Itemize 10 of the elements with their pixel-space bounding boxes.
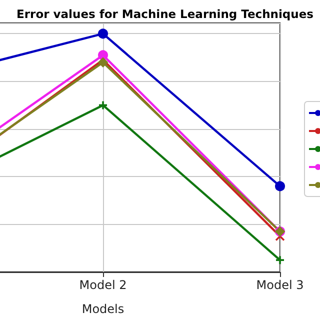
chart-title: Error values for Machine Learning Techniques xyxy=(16,7,314,21)
point xyxy=(98,50,108,60)
point xyxy=(98,28,108,39)
point xyxy=(275,181,285,192)
x-axis-title: Models xyxy=(82,302,124,316)
point xyxy=(275,255,285,265)
point xyxy=(98,57,108,68)
x-tick-label: Model 3 xyxy=(256,278,304,292)
point xyxy=(98,100,108,110)
x-tick-label: Model 2 xyxy=(79,278,127,292)
